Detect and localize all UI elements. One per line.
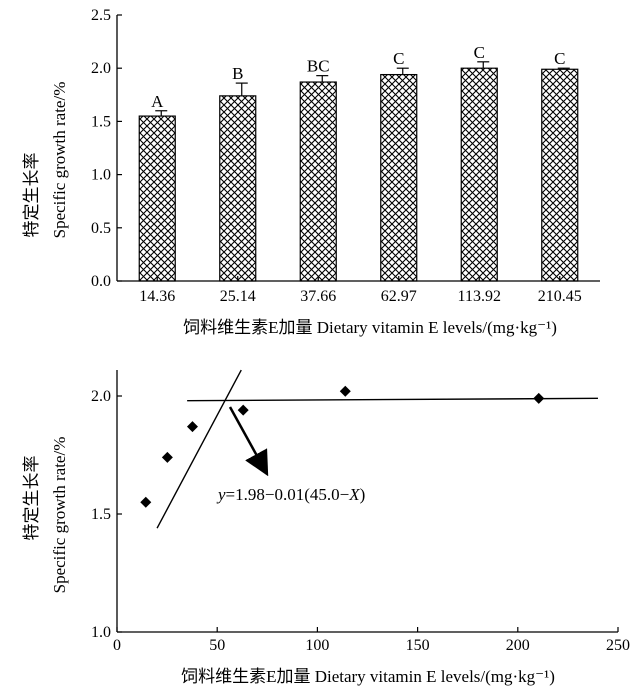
data-point bbox=[237, 404, 249, 416]
top-y-axis-label-en: Specific growth rate/% bbox=[50, 82, 69, 239]
scatter-chart: 1.0 1.5 2.0 0 50 100 150 200 250 y=1.98−0.01(45.… bbox=[22, 369, 630, 686]
bar bbox=[380, 73, 418, 282]
significance-letter: C bbox=[554, 49, 565, 68]
top-y-tick-label: 2.5 bbox=[91, 7, 111, 24]
data-point bbox=[140, 496, 152, 508]
significance-letter: C bbox=[393, 49, 404, 68]
bar-chart: A B BC C C C 0.0 0.5 1.0 1.5 2.0 2.5 14.36 25.14 37.6… bbox=[22, 7, 600, 337]
top-y-tick-label: 0.5 bbox=[91, 220, 111, 237]
bottom-y-tick-label: 1.0 bbox=[91, 624, 111, 641]
significance-letter: BC bbox=[307, 57, 330, 76]
bottom-y-tick-label: 1.5 bbox=[91, 506, 111, 523]
bottom-x-tick-label: 250 bbox=[606, 637, 630, 654]
bar bbox=[299, 81, 337, 282]
bottom-x-tick-label: 200 bbox=[506, 637, 530, 654]
bottom-y-tick-label: 2.0 bbox=[91, 388, 111, 405]
top-x-axis-label: 饲料维生素E加量 Dietary vitamin E levels/(mg·kg… bbox=[183, 318, 557, 337]
data-point bbox=[339, 385, 351, 397]
bar bbox=[138, 115, 176, 282]
regression-equation: y=1.98−0.01(45.0−X) bbox=[216, 485, 365, 504]
bar bbox=[541, 68, 579, 282]
top-y-tick-label: 1.0 bbox=[91, 167, 111, 184]
data-point bbox=[161, 451, 173, 463]
bottom-x-tick-label: 0 bbox=[113, 637, 121, 654]
top-x-tick-label: 113.92 bbox=[458, 288, 501, 305]
bar bbox=[460, 67, 498, 282]
regression-line bbox=[187, 397, 598, 402]
top-y-tick-label: 2.0 bbox=[91, 60, 111, 77]
bottom-x-tick-label: 100 bbox=[305, 637, 329, 654]
top-x-tick-label: 37.66 bbox=[300, 288, 336, 305]
bottom-x-axis-label: 饲料维生素E加量 Dietary vitamin E levels/(mg·kg… bbox=[181, 667, 555, 686]
significance-letter: C bbox=[474, 43, 485, 62]
top-x-tick-label: 62.97 bbox=[381, 288, 417, 305]
significance-letter: B bbox=[232, 64, 243, 83]
top-y-tick-label: 0.0 bbox=[91, 273, 111, 290]
top-x-tick-label: 14.36 bbox=[139, 288, 175, 305]
top-y-axis-label-cn: 特定生长率 bbox=[22, 153, 41, 238]
top-x-tick-label: 210.45 bbox=[538, 288, 582, 305]
data-point bbox=[186, 421, 198, 433]
bar bbox=[219, 95, 257, 282]
data-point bbox=[533, 392, 545, 404]
top-y-tick-label: 1.5 bbox=[91, 113, 111, 130]
bottom-x-tick-label: 50 bbox=[209, 637, 225, 654]
bottom-y-axis-label-en: Specific growth rate/% bbox=[50, 437, 69, 594]
bottom-y-axis-label-cn: 特定生长率 bbox=[22, 456, 41, 541]
annotation-arrow bbox=[228, 406, 269, 477]
top-x-tick-label: 25.14 bbox=[220, 288, 256, 305]
regression-line bbox=[156, 369, 242, 529]
bottom-x-tick-label: 150 bbox=[406, 637, 430, 654]
significance-letter: A bbox=[151, 92, 164, 111]
